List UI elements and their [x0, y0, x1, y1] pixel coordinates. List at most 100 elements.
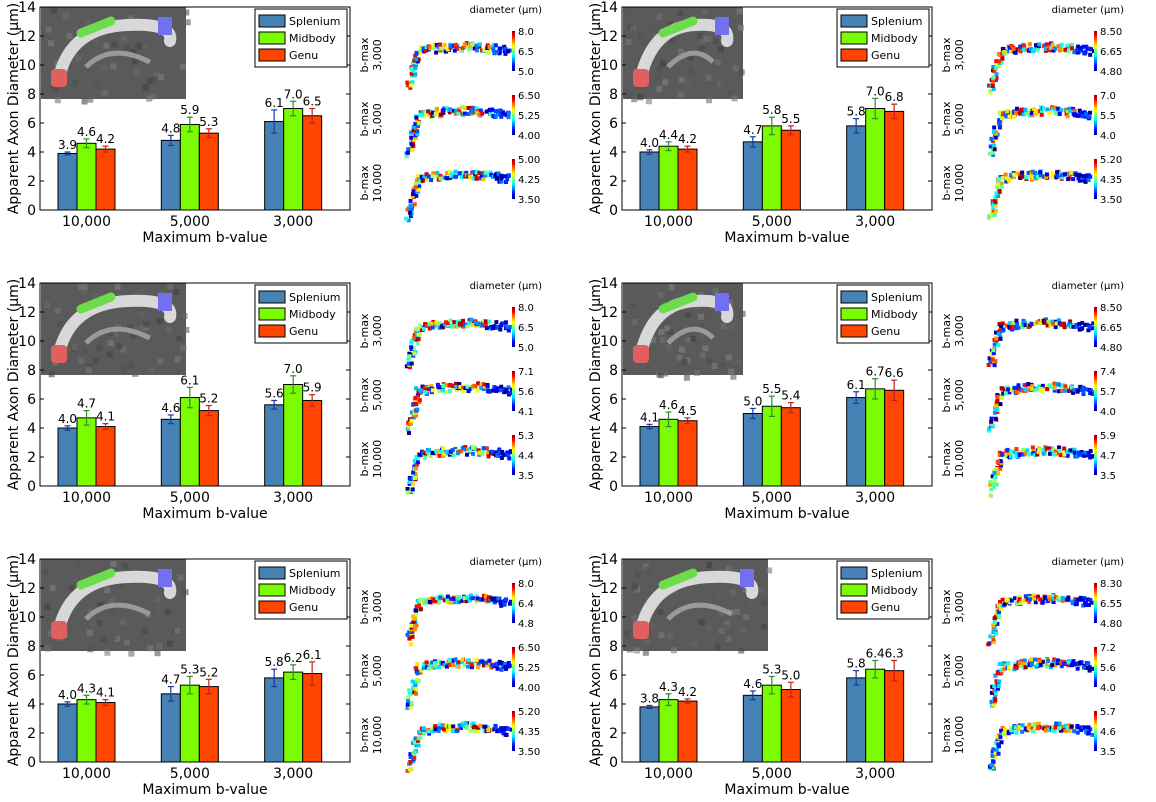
map-voxel — [490, 107, 495, 112]
map-row-value: 10,000 — [371, 164, 384, 203]
map-voxel — [1074, 599, 1079, 604]
map-voxel — [438, 42, 443, 47]
map-voxel — [1087, 324, 1092, 329]
map-voxel — [501, 321, 506, 326]
map-voxel — [460, 105, 465, 110]
y-tick-label: 8 — [609, 639, 618, 655]
map-voxel — [430, 660, 435, 665]
map-voxel — [990, 753, 995, 758]
inset-texture — [730, 60, 737, 67]
map-voxel — [998, 110, 1003, 115]
data-label: 5.6 — [265, 386, 284, 400]
map-voxel — [1078, 45, 1083, 50]
bar — [780, 129, 801, 211]
inset-texture — [153, 593, 160, 600]
inset-texture — [155, 368, 162, 375]
colorbar-tick-label: 6.50 — [518, 91, 540, 102]
data-label: 5.0 — [743, 394, 762, 408]
inset-texture — [177, 574, 184, 581]
bar — [865, 108, 886, 211]
map-voxel — [477, 450, 482, 455]
map-voxel — [421, 665, 426, 670]
map-voxel — [495, 386, 500, 391]
data-label: 4.6 — [77, 125, 96, 139]
map-voxel — [1038, 321, 1043, 326]
map-voxel — [994, 679, 999, 684]
inset-texture — [659, 336, 666, 343]
map-voxel — [1057, 726, 1062, 731]
map-voxel — [994, 631, 999, 636]
map-voxel — [427, 599, 432, 604]
map-voxel — [1081, 174, 1086, 179]
inset-texture — [108, 607, 115, 614]
map-voxel — [462, 111, 467, 116]
map-voxel — [441, 107, 446, 112]
map-voxel — [1060, 175, 1065, 180]
map-voxel — [499, 603, 504, 608]
map-voxel — [472, 729, 477, 734]
map-voxel — [990, 199, 995, 204]
map-voxel — [456, 600, 461, 605]
map-row-label: b-max — [940, 165, 953, 200]
map-voxel — [1035, 48, 1040, 53]
map-voxel — [470, 596, 475, 601]
map-voxel — [415, 462, 420, 467]
map-voxel — [465, 452, 470, 457]
y-tick-label: 0 — [27, 203, 36, 219]
map-voxel — [997, 615, 1002, 620]
map-voxel — [1067, 728, 1072, 733]
map-voxel — [1083, 114, 1088, 119]
inset-texture — [158, 619, 165, 626]
map-voxel — [502, 44, 507, 49]
map-voxel — [1006, 661, 1011, 666]
bar — [761, 125, 782, 211]
inset-texture — [180, 345, 187, 352]
map-voxel — [987, 214, 992, 219]
inset-texture — [650, 24, 657, 31]
map-voxel — [1072, 387, 1077, 392]
map-voxel — [1042, 726, 1047, 731]
inset-texture — [631, 319, 638, 326]
y-tick-label: 0 — [609, 203, 618, 219]
map-voxel — [418, 597, 423, 602]
inset-texture — [155, 612, 162, 619]
inset-texture — [44, 302, 51, 309]
map-voxel — [1023, 594, 1028, 599]
map-voxel — [407, 767, 412, 772]
inset-texture — [684, 336, 691, 343]
map-voxel — [1089, 600, 1094, 605]
data-label: 7.0 — [866, 84, 885, 98]
inset-texture — [94, 80, 101, 87]
map-voxel — [994, 747, 999, 752]
inset-texture — [657, 291, 664, 298]
inset-texture — [718, 362, 725, 369]
map-voxel — [995, 670, 1000, 675]
map-voxel — [489, 727, 494, 732]
map-voxel — [416, 336, 421, 341]
legend-label: Midbody — [871, 308, 918, 321]
diameter-map — [404, 317, 512, 370]
diameter-map — [405, 657, 514, 710]
map-voxel — [458, 449, 463, 454]
map-voxel — [503, 320, 508, 325]
inset-texture — [148, 367, 155, 374]
colorbar-tick-label: 4.80 — [1100, 67, 1122, 78]
map-voxel — [1081, 385, 1086, 390]
map-voxel — [1051, 600, 1056, 605]
map-voxel — [1044, 661, 1049, 666]
midbody-roi — [658, 292, 698, 314]
map-voxel — [509, 727, 514, 732]
map-voxel — [993, 475, 998, 480]
map-voxel — [412, 752, 417, 757]
map-voxel — [993, 673, 998, 678]
map-voxel — [498, 599, 503, 604]
legend-swatch — [258, 583, 286, 597]
bar — [76, 142, 97, 211]
map-voxel — [507, 324, 512, 329]
map-voxel — [494, 109, 499, 114]
map-voxel — [418, 735, 423, 740]
brain-inset-image — [623, 559, 773, 656]
bar — [302, 115, 323, 211]
inset-texture — [738, 69, 745, 76]
map-voxel — [414, 666, 419, 671]
